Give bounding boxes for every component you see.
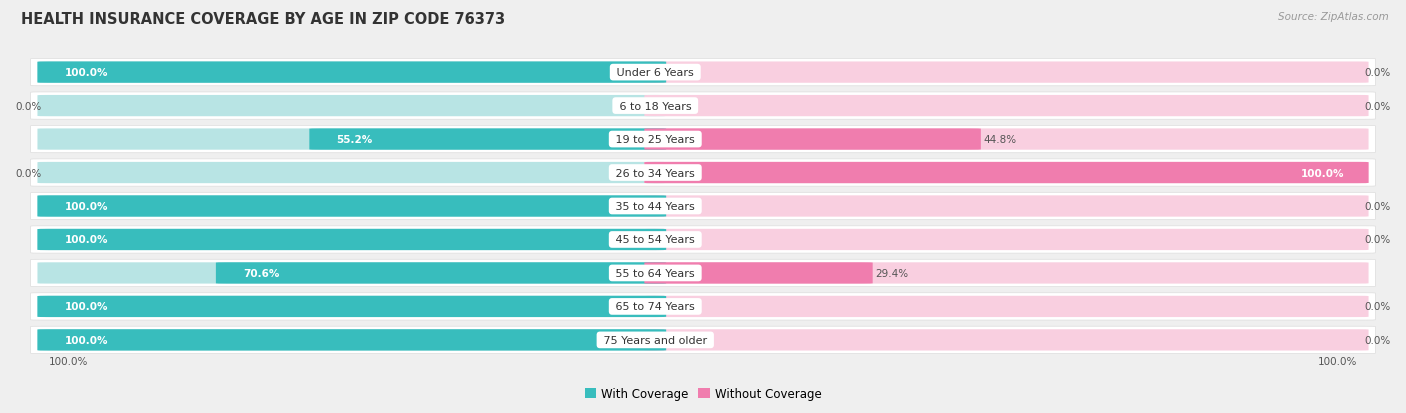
FancyBboxPatch shape — [31, 260, 1375, 287]
Text: 0.0%: 0.0% — [15, 101, 42, 112]
Text: 100.0%: 100.0% — [65, 301, 108, 312]
Text: 0.0%: 0.0% — [1364, 68, 1391, 78]
FancyBboxPatch shape — [38, 229, 666, 251]
FancyBboxPatch shape — [644, 263, 1368, 284]
FancyBboxPatch shape — [644, 296, 1368, 317]
FancyBboxPatch shape — [31, 126, 1375, 153]
FancyBboxPatch shape — [644, 62, 1368, 83]
FancyBboxPatch shape — [38, 296, 666, 317]
FancyBboxPatch shape — [38, 229, 666, 251]
Text: 100.0%: 100.0% — [65, 335, 108, 345]
Text: 100.0%: 100.0% — [65, 68, 108, 78]
FancyBboxPatch shape — [644, 129, 1368, 150]
FancyBboxPatch shape — [31, 159, 1375, 187]
Text: 100.0%: 100.0% — [65, 202, 108, 211]
FancyBboxPatch shape — [644, 330, 1368, 351]
Text: 100.0%: 100.0% — [48, 356, 87, 366]
Text: 70.6%: 70.6% — [243, 268, 280, 278]
FancyBboxPatch shape — [31, 59, 1375, 87]
Text: 75 Years and older: 75 Years and older — [600, 335, 710, 345]
Text: Under 6 Years: Under 6 Years — [613, 68, 697, 78]
FancyBboxPatch shape — [38, 62, 666, 83]
FancyBboxPatch shape — [38, 263, 666, 284]
FancyBboxPatch shape — [38, 96, 666, 117]
Text: 0.0%: 0.0% — [1364, 101, 1391, 112]
Text: 0.0%: 0.0% — [1364, 202, 1391, 211]
Text: 29.4%: 29.4% — [876, 268, 908, 278]
FancyBboxPatch shape — [38, 196, 666, 217]
FancyBboxPatch shape — [38, 129, 666, 150]
FancyBboxPatch shape — [644, 263, 873, 284]
FancyBboxPatch shape — [644, 129, 981, 150]
Text: 100.0%: 100.0% — [1301, 168, 1344, 178]
FancyBboxPatch shape — [38, 62, 666, 83]
Text: 45 to 54 Years: 45 to 54 Years — [612, 235, 699, 245]
FancyBboxPatch shape — [31, 226, 1375, 254]
Legend: With Coverage, Without Coverage: With Coverage, Without Coverage — [579, 382, 827, 405]
FancyBboxPatch shape — [38, 296, 666, 317]
FancyBboxPatch shape — [309, 129, 666, 150]
Text: 55 to 64 Years: 55 to 64 Years — [612, 268, 699, 278]
FancyBboxPatch shape — [644, 96, 1368, 117]
Text: 100.0%: 100.0% — [1319, 356, 1358, 366]
Text: 100.0%: 100.0% — [65, 235, 108, 245]
FancyBboxPatch shape — [31, 293, 1375, 320]
Text: HEALTH INSURANCE COVERAGE BY AGE IN ZIP CODE 76373: HEALTH INSURANCE COVERAGE BY AGE IN ZIP … — [21, 12, 505, 27]
FancyBboxPatch shape — [644, 162, 1368, 184]
Text: 0.0%: 0.0% — [15, 168, 42, 178]
Text: 0.0%: 0.0% — [1364, 335, 1391, 345]
Text: 65 to 74 Years: 65 to 74 Years — [612, 301, 699, 312]
Text: 0.0%: 0.0% — [1364, 301, 1391, 312]
Text: 6 to 18 Years: 6 to 18 Years — [616, 101, 695, 112]
FancyBboxPatch shape — [31, 93, 1375, 120]
FancyBboxPatch shape — [38, 196, 666, 217]
FancyBboxPatch shape — [644, 229, 1368, 251]
Text: 26 to 34 Years: 26 to 34 Years — [612, 168, 699, 178]
Text: 44.8%: 44.8% — [984, 135, 1017, 145]
FancyBboxPatch shape — [38, 162, 666, 184]
FancyBboxPatch shape — [31, 326, 1375, 354]
Text: 19 to 25 Years: 19 to 25 Years — [612, 135, 699, 145]
FancyBboxPatch shape — [644, 196, 1368, 217]
FancyBboxPatch shape — [217, 263, 666, 284]
FancyBboxPatch shape — [644, 162, 1368, 184]
FancyBboxPatch shape — [38, 330, 666, 351]
Text: 0.0%: 0.0% — [1364, 235, 1391, 245]
Text: 35 to 44 Years: 35 to 44 Years — [612, 202, 699, 211]
FancyBboxPatch shape — [38, 330, 666, 351]
Text: 55.2%: 55.2% — [336, 135, 373, 145]
FancyBboxPatch shape — [31, 193, 1375, 220]
Text: Source: ZipAtlas.com: Source: ZipAtlas.com — [1278, 12, 1389, 22]
